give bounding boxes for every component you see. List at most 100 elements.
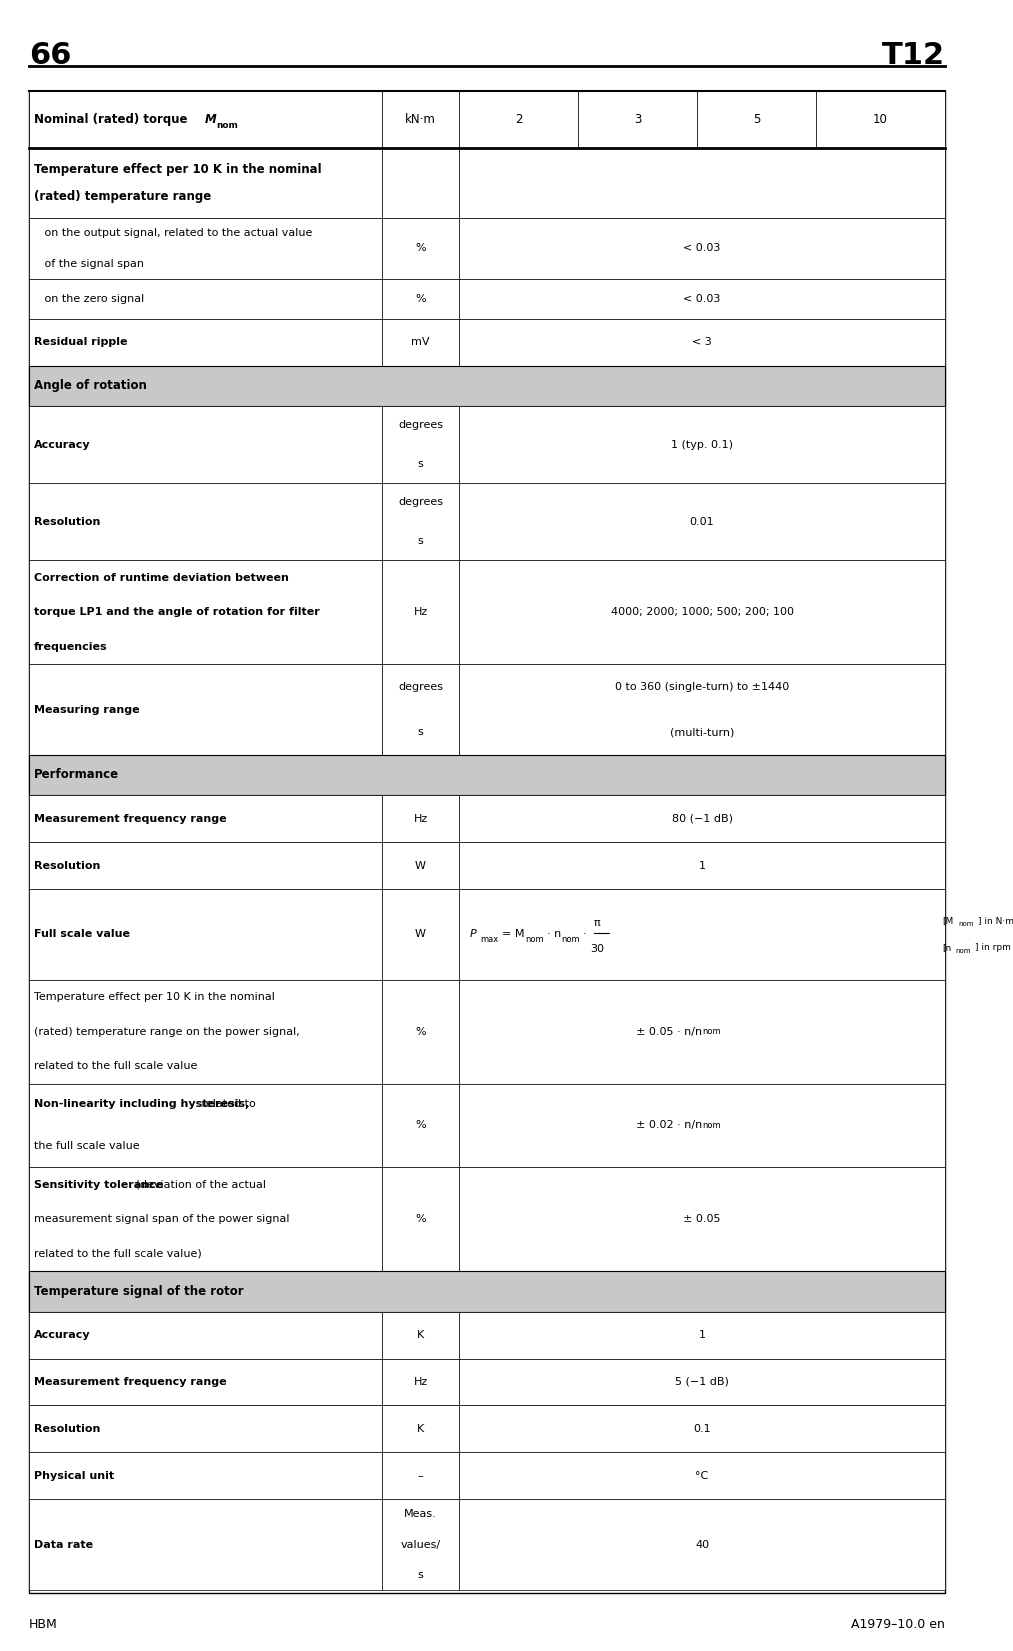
Text: HBM: HBM [29, 1618, 58, 1631]
Bar [382, 888, 460, 979]
Text: 2: 2 [516, 112, 523, 125]
Bar [29, 755, 945, 796]
Text: %: % [415, 1027, 425, 1037]
Text: Accuracy: Accuracy [34, 1331, 91, 1341]
Bar [382, 979, 460, 1083]
Bar [382, 560, 460, 664]
Text: W: W [415, 930, 426, 939]
Text: 30: 30 [590, 944, 604, 954]
Bar [29, 406, 382, 484]
Text: Measurement frequency range: Measurement frequency range [34, 1377, 227, 1387]
Bar [382, 218, 460, 279]
Text: 66: 66 [29, 41, 72, 71]
Text: 1: 1 [699, 860, 706, 870]
Text: (multi-turn): (multi-turn) [670, 726, 734, 738]
Text: (rated) temperature range: (rated) temperature range [34, 190, 212, 203]
Text: 10: 10 [873, 112, 888, 125]
Bar [29, 484, 382, 560]
Bar [460, 1499, 945, 1590]
Text: Resolution: Resolution [34, 517, 100, 527]
Text: ] in rpm: ] in rpm [975, 943, 1011, 953]
Bar [382, 484, 460, 560]
Bar [29, 1359, 382, 1405]
Bar [460, 1083, 945, 1167]
Bar [382, 1167, 460, 1271]
Text: M: M [205, 112, 216, 125]
Text: Residual ripple: Residual ripple [34, 337, 128, 347]
Text: the full scale value: the full scale value [34, 1141, 140, 1151]
Text: of the signal span: of the signal span [34, 259, 144, 269]
Bar [460, 796, 945, 842]
Bar [382, 1359, 460, 1405]
Text: kN·m: kN·m [405, 112, 436, 125]
Bar [382, 149, 460, 218]
Text: %: % [415, 1215, 425, 1225]
Text: ± 0.05: ± 0.05 [684, 1215, 721, 1225]
Bar [460, 149, 945, 218]
Text: W: W [415, 860, 426, 870]
Bar [29, 218, 382, 279]
Text: on the zero signal: on the zero signal [34, 294, 144, 304]
Text: Temperature effect per 10 K in the nominal: Temperature effect per 10 K in the nomin… [34, 992, 275, 1002]
Text: nom: nom [702, 1027, 720, 1037]
Text: Data rate: Data rate [34, 1540, 93, 1550]
Bar [29, 1453, 382, 1499]
Text: nom: nom [216, 122, 238, 130]
Text: ] in N·m: ] in N·m [978, 916, 1013, 926]
Bar [382, 1311, 460, 1359]
Text: 40: 40 [695, 1540, 709, 1550]
Text: < 0.03: < 0.03 [684, 294, 720, 304]
Text: Meas.: Meas. [404, 1509, 437, 1519]
Bar [460, 218, 945, 279]
Bar [29, 842, 382, 888]
Text: max: max [480, 934, 498, 944]
Text: < 0.03: < 0.03 [684, 243, 720, 254]
Text: Sensitivity tolerance: Sensitivity tolerance [34, 1180, 163, 1190]
Text: Resolution: Resolution [34, 1423, 100, 1435]
Text: Hz: Hz [413, 814, 427, 824]
Text: Measurement frequency range: Measurement frequency range [34, 814, 227, 824]
Text: 5: 5 [754, 112, 761, 125]
Bar [29, 664, 382, 755]
Text: related to: related to [198, 1100, 255, 1109]
Bar [460, 1453, 945, 1499]
Bar [460, 484, 945, 560]
Text: torque LP1 and the angle of rotation for filter: torque LP1 and the angle of rotation for… [34, 608, 320, 617]
Bar [29, 796, 382, 842]
Text: Performance: Performance [34, 768, 120, 781]
Text: [n: [n [943, 943, 952, 953]
Text: Full scale value: Full scale value [34, 930, 130, 939]
Text: related to the full scale value): related to the full scale value) [34, 1250, 202, 1260]
Bar [29, 1271, 945, 1311]
Bar [382, 664, 460, 755]
Text: 80 (−1 dB): 80 (−1 dB) [672, 814, 732, 824]
Text: °C: °C [696, 1471, 709, 1481]
Text: Non-linearity including hysteresis,: Non-linearity including hysteresis, [34, 1100, 249, 1109]
Text: 1 (typ. 0.1): 1 (typ. 0.1) [671, 439, 733, 449]
Text: s: s [417, 1570, 423, 1580]
Bar [29, 979, 382, 1083]
Bar [29, 888, 382, 979]
Text: < 3: < 3 [692, 337, 712, 347]
Text: K: K [417, 1331, 424, 1341]
Text: %: % [415, 1121, 425, 1131]
Text: Hz: Hz [413, 1377, 427, 1387]
Text: 0 to 360 (single-turn) to ±1440: 0 to 360 (single-turn) to ±1440 [615, 682, 789, 692]
Text: π: π [594, 918, 600, 928]
Bar [578, 91, 698, 149]
Text: %: % [415, 294, 425, 304]
Bar [29, 279, 382, 319]
Text: ± 0.02 · n/n: ± 0.02 · n/n [636, 1121, 702, 1131]
Text: s: s [417, 537, 423, 546]
Text: A1979–10.0 en: A1979–10.0 en [851, 1618, 945, 1631]
Bar [29, 149, 382, 218]
Bar [460, 1167, 945, 1271]
Text: 1: 1 [699, 1331, 706, 1341]
Bar [29, 1405, 382, 1453]
Text: (rated) temperature range on the power signal,: (rated) temperature range on the power s… [34, 1027, 300, 1037]
Text: frequencies: frequencies [34, 642, 107, 652]
Bar [382, 406, 460, 484]
Bar [29, 560, 382, 664]
Text: Accuracy: Accuracy [34, 439, 91, 449]
Text: nom: nom [955, 948, 970, 954]
